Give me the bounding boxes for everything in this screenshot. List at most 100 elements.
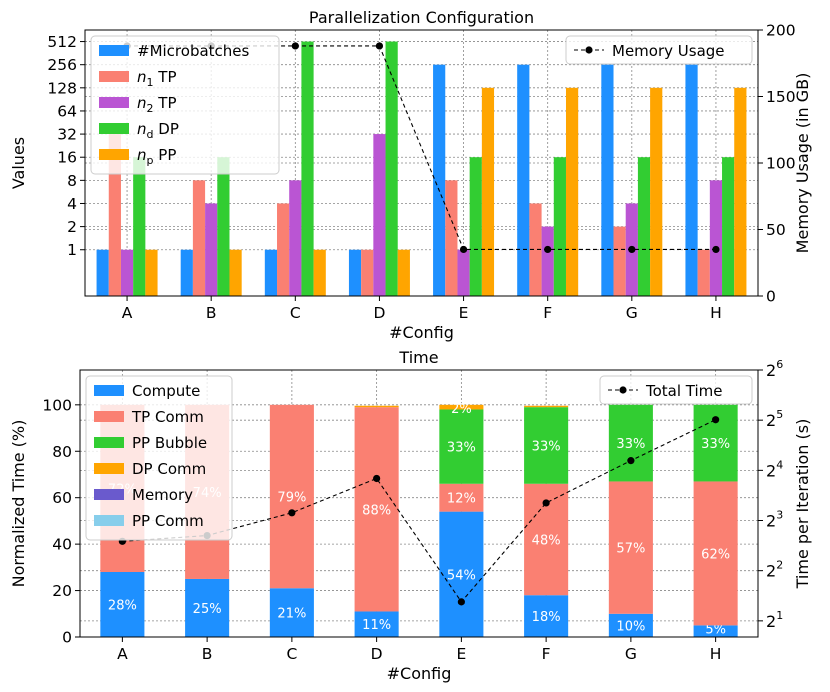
legend-swatch [94, 515, 124, 526]
y2-tick-label: 24 [766, 458, 783, 480]
legend-label-subscript: d [147, 128, 154, 141]
plot-frame [79, 369, 759, 638]
y2-tick-label: 200 [766, 22, 796, 40]
line-point-D [373, 474, 381, 483]
legend-box [90, 35, 280, 175]
chart-1: 1 2 4 8 16 32 64 128 256 512 0 50 100 150 200 A B C D E F G H P… [9, 8, 812, 342]
bar-tp-comm-D [354, 407, 399, 612]
y2-tick-exponent: 3 [776, 509, 783, 522]
legend-label: DP Comm [132, 460, 206, 478]
y2-tick-label: 50 [766, 221, 786, 239]
x-tick-label: B [202, 645, 213, 663]
bar--microbatches-B [180, 249, 193, 296]
y-tick-label: 4 [67, 195, 77, 213]
line-point-F [542, 499, 550, 507]
bar-np-pp-E [481, 87, 495, 296]
legend-swatch [99, 123, 129, 134]
legend-swatch [99, 97, 129, 108]
legend-label: Memory [132, 486, 193, 504]
legend-swatch [99, 71, 129, 82]
bar-np-pp-B [229, 249, 242, 296]
bar-n1-tp-B [192, 180, 206, 296]
bar-value-label: 2% [451, 402, 472, 417]
y-tick-label: 60 [52, 489, 72, 507]
chart-2: 28%72%25%74%21%79%11%88%54%12%33%2%18%48… [9, 348, 812, 683]
bar-value-label: 25% [193, 602, 222, 617]
x-tick-label: H [710, 304, 722, 322]
legend-right: Memory Usage [565, 35, 753, 65]
bar-n2-tp-A [120, 249, 134, 296]
y-tick-label: 2 [67, 218, 77, 236]
bar-value-label: 79% [277, 491, 306, 506]
legend-label-main: n [137, 120, 147, 138]
y-axis-left: 0 20 40 60 80 100 [42, 396, 80, 647]
bar--microbatches-H [685, 64, 698, 296]
legend-label-subscript: p [147, 154, 154, 167]
bar-nd-dp-B [217, 157, 230, 296]
y2-tick-label: 25 [766, 408, 783, 430]
bar--microbatches-A [96, 249, 109, 296]
bar-value-label: 5% [705, 622, 726, 637]
bar-value-label: 54% [447, 568, 476, 583]
bar-dp-comm-F [524, 405, 569, 408]
bar--microbatches-D [348, 249, 362, 296]
line-point-G [628, 245, 636, 254]
bar-nd-dp-D [385, 41, 398, 297]
y-axis-title: Normalized Time (%) [9, 420, 28, 588]
y2-tick-base: 2 [766, 461, 776, 480]
bar-nd-dp-H [722, 157, 735, 296]
bar-compute-A [100, 571, 145, 637]
bar-nd-dp-C [301, 41, 314, 297]
y2-tick-label: 21 [766, 609, 783, 631]
x-tick-label: F [543, 304, 552, 322]
y2-tick-base: 2 [766, 562, 776, 581]
bar-nd-dp-A [133, 157, 146, 296]
bar-value-label: 33% [616, 437, 645, 452]
x-tick-label: G [626, 304, 638, 322]
bar-value-label: 88% [362, 503, 391, 518]
x-tick-label: C [290, 304, 301, 322]
bar-n2-tp-B [205, 203, 218, 296]
bar-compute-E [439, 511, 484, 637]
legend-swatch [94, 437, 124, 448]
bar-value-label: 57% [616, 542, 645, 557]
bar-value-label: 33% [532, 439, 561, 454]
y-tick-label: 8 [67, 172, 77, 190]
x-tick-label: D [371, 645, 383, 663]
bar-value-label: 33% [447, 441, 476, 456]
bar-value-label: 62% [701, 547, 730, 562]
bar-n1-tp-E [445, 180, 458, 296]
bar-value-label: 21% [277, 607, 306, 622]
legend-label: #Microbatches [137, 42, 250, 60]
bar-value-label: 33% [701, 437, 730, 452]
chart-title: Parallelization Configuration [309, 8, 534, 27]
y-tick-label: 0 [62, 629, 72, 647]
legend-label-main: n [137, 146, 147, 164]
legend-label-suffix: PP [154, 146, 177, 164]
x-tick-label: C [286, 645, 297, 663]
line-point-E [459, 245, 468, 254]
legend-swatch [94, 463, 124, 474]
y2-tick-base: 2 [766, 411, 776, 430]
bar-n1-tp-G [613, 226, 626, 296]
legend-swatch [99, 149, 129, 160]
x-tick-label: F [542, 645, 551, 663]
y2-tick-label: 150 [766, 88, 796, 106]
legend-swatch [94, 489, 124, 500]
line-point-C [291, 42, 299, 50]
legend-label-suffix: TP [154, 94, 177, 112]
y2-tick-label: 100 [766, 155, 796, 173]
legend-label-main: n [137, 68, 147, 86]
y-axis-left: 1 2 4 8 16 32 64 128 256 512 [47, 33, 85, 259]
bar-nd-dp-G [637, 157, 651, 296]
legend-label: TP Comm [131, 408, 204, 426]
legend-label: Total Time [645, 382, 723, 400]
y-axis-title: Values [9, 137, 28, 189]
line-point-F [544, 245, 552, 254]
bar-value-label: 11% [362, 618, 391, 633]
legend-box [565, 35, 753, 65]
legend-swatch [94, 385, 124, 396]
y-tick-label: 128 [47, 79, 77, 97]
